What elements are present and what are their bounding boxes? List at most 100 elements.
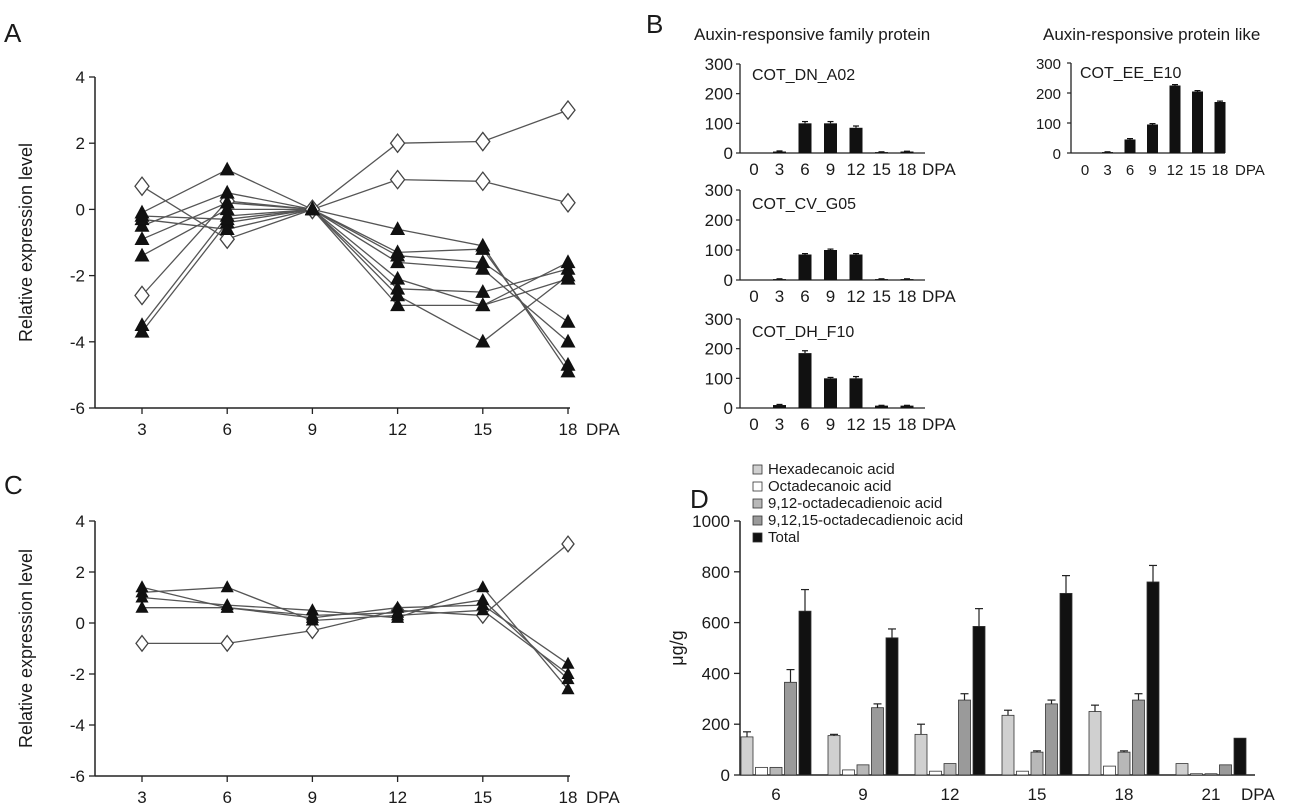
panel-a-y-tick-label: 2 xyxy=(76,134,85,153)
panel-b-cot-dh-f10-bar xyxy=(900,405,914,408)
panel-d-bar-9-12-15-octadecadienoic-acid xyxy=(958,699,971,776)
panel-letter-a: A xyxy=(4,18,22,48)
panel-c-x-tick-label: 9 xyxy=(308,788,317,803)
panel-a-series-2-point xyxy=(560,192,576,213)
panel-c-x-unit: DPA xyxy=(586,788,620,803)
panel-a-line-chart: -6 -4 -2 0 2 4 3 6 9 12 15 18 DPA Relative expression… xyxy=(16,68,620,439)
panel-b-cot-ee-e10-category-label: 18 xyxy=(1212,162,1229,179)
panel-c-series-4-point xyxy=(561,682,575,695)
panel-b-cot-cv-g05-bar xyxy=(798,254,812,280)
panel-b-cot-ee-e10-category-label: 3 xyxy=(1103,162,1111,179)
panel-b-cot-dn-a02-category-label: 6 xyxy=(800,160,809,179)
panel-a-series-2-point xyxy=(474,171,491,192)
panel-c-y-tick-label: -4 xyxy=(70,716,85,735)
panel-b-cot-cv-g05-bar xyxy=(824,250,837,280)
panel-a-x-tick-label: 15 xyxy=(473,420,492,439)
panel-c-y-tick-label: -2 xyxy=(70,665,85,684)
panel-c-series-1-point xyxy=(135,634,149,653)
panel-b-cot-cv-g05-category-label: 9 xyxy=(826,287,835,306)
panel-b-cot-dn-a02-y-tick-label: 200 xyxy=(705,85,733,104)
panel-c-series-5-point xyxy=(305,608,319,621)
panel-b-cot-dn-a02-label: COT_DN_A02 xyxy=(752,67,855,84)
panel-c-series-3-point xyxy=(220,580,234,593)
panel-d-y-tick-label: 600 xyxy=(702,614,730,633)
panel-c-y-tick-label: -6 xyxy=(70,767,85,786)
panel-b-cot-ee-e10-category-label: 12 xyxy=(1167,162,1184,179)
panel-c-x-tick-label: 18 xyxy=(559,788,578,803)
panel-d-bar-octadecanoic-acid xyxy=(842,769,855,776)
panel-c-y-tick-label: 4 xyxy=(76,512,85,531)
panel-b-cot-dh-f10-y-tick-label: 0 xyxy=(724,399,733,418)
panel-b-cot-dh-f10-category-label: 3 xyxy=(775,415,784,434)
panel-b-cot-dn-a02-bar xyxy=(875,152,888,153)
panel-b-title-family: Auxin-responsive family protein xyxy=(694,25,930,44)
panel-d-bar-total xyxy=(1146,581,1160,776)
panel-b-cot-ee-e10-y-tick-label: 200 xyxy=(1036,86,1061,103)
panel-d-bar-octadecanoic-acid xyxy=(929,770,942,776)
panel-d-bar-9-12-octadecadienoic-acid xyxy=(1117,751,1131,776)
panel-b-cot-dh-f10-bar xyxy=(875,405,888,408)
panel-c-series-2-point xyxy=(561,656,575,669)
panel-a-series-6-point xyxy=(475,260,491,275)
panel-b-cot-dn-a02-bar xyxy=(824,123,837,153)
panel-d-category-label: 6 xyxy=(771,785,780,803)
panel-c-x-tick-label: 12 xyxy=(388,788,407,803)
panel-c-series-5-point xyxy=(135,600,149,613)
panel-a-series-1-line xyxy=(141,109,569,240)
panel-b-cot-ee-e10-y-tick-label: 300 xyxy=(1036,56,1061,73)
panel-a-series-10-point xyxy=(475,333,491,348)
panel-c-x-tick-label: 6 xyxy=(222,788,231,803)
panel-a-series-2-point xyxy=(134,285,150,306)
panel-a-series-4-point xyxy=(475,237,491,252)
panel-letter-d: D xyxy=(690,484,709,514)
panel-c-series-3-point xyxy=(476,603,490,616)
panel-b-cot-dn-a02-x-unit: DPA xyxy=(922,160,956,179)
panel-b-cot-ee-e10-category-label: 9 xyxy=(1148,162,1156,179)
panel-b-cot-dn-a02-category-label: 0 xyxy=(749,160,758,179)
panel-b-cot-dh-f10-category-label: 0 xyxy=(749,415,758,434)
panel-d-bar-9-12-15-octadecadienoic-acid xyxy=(784,681,797,776)
panel-b-cot-cv-g05-category-label: 15 xyxy=(872,287,891,306)
panel-b-cot-dh-f10-x-unit: DPA xyxy=(922,415,956,434)
panel-d-legend-swatch xyxy=(752,498,763,509)
panel-b-cot-dh-f10-label: COT_DH_F10 xyxy=(752,324,854,341)
panel-c-series-1-point xyxy=(561,535,575,553)
panel-a-series-10-point xyxy=(560,267,576,282)
panel-d-bar-total xyxy=(798,610,812,776)
panel-letter-c: C xyxy=(4,470,23,500)
panel-d-legend-swatch xyxy=(752,532,763,543)
panel-b-cot-cv-g05-category-label: 6 xyxy=(800,287,809,306)
panel-a-series-6-point xyxy=(390,254,406,269)
panel-a-y-tick-label: -6 xyxy=(70,399,85,418)
panel-d-bar-9-12-15-octadecadienoic-acid xyxy=(1219,764,1232,776)
panel-d-category-label: 9 xyxy=(858,785,867,803)
panel-b-cot-cv-g05-y-tick-label: 300 xyxy=(705,181,733,200)
panel-a-series-8-point xyxy=(134,323,150,338)
panel-d-bar-octadecanoic-acid xyxy=(1190,773,1203,776)
panel-d-bar-9-12-15-octadecadienoic-acid xyxy=(1132,699,1145,776)
panel-c-x-tick-label: 3 xyxy=(137,788,146,803)
panel-a-series-1-point xyxy=(134,176,150,197)
panel-a-series-4-line xyxy=(141,192,569,372)
panel-b-cot-ee-e10-bar xyxy=(1214,102,1226,153)
panel-d-bar-9-12-octadecadienoic-acid xyxy=(769,766,783,776)
panel-a-series-5-line xyxy=(141,202,569,323)
panel-c-series-5-point xyxy=(561,672,575,685)
panel-c-line-chart: -6 -4 -2 0 2 4 3 6 9 12 15 18 DPA Relative expression… xyxy=(16,512,620,803)
panel-b-cot-dn-a02-bar xyxy=(798,123,812,153)
panel-d-bar-total xyxy=(885,637,899,776)
panel-d-bar-total xyxy=(1233,737,1247,776)
panel-b-cot-dn-a02-y-tick-label: 100 xyxy=(705,114,733,133)
panel-d-bar-hexadecanoic-acid xyxy=(914,733,928,776)
panel-b-cot-dn-a02-category-label: 9 xyxy=(826,160,835,179)
panel-d-bar-octadecanoic-acid xyxy=(755,766,768,776)
panel-c-y-tick-label: 0 xyxy=(76,614,85,633)
panel-b-cot-ee-e10-category-label: 0 xyxy=(1081,162,1089,179)
panel-a-y-tick-label: 0 xyxy=(76,200,85,219)
panel-a-series-10-point xyxy=(304,201,320,216)
panel-a-x-tick-label: 6 xyxy=(222,420,231,439)
panel-b-cot-dn-a02-y-tick-label: 0 xyxy=(724,144,733,163)
panel-b-cot-dn-a02-category-label: 3 xyxy=(775,160,784,179)
panel-a-series-6-point xyxy=(134,247,150,262)
panel-d-bar-9-12-octadecadienoic-acid xyxy=(1030,751,1044,776)
